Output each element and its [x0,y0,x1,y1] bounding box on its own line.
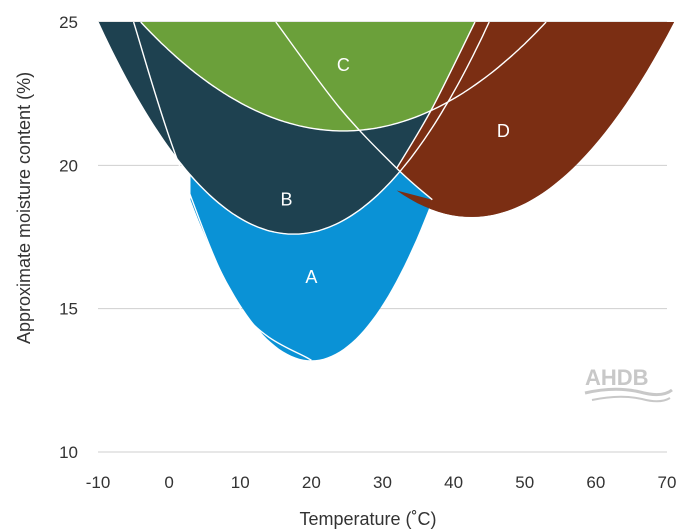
region-label-b: B [280,190,292,210]
x-tick-label: -10 [86,473,111,492]
logo-text: AHDB [585,365,649,390]
x-tick-label: 10 [231,473,250,492]
region-labels: A B C D [280,55,509,287]
x-tick-label: 0 [164,473,173,492]
boundary-line-left [132,22,312,361]
boundary-b [97,22,490,235]
x-tick-labels: -10 0 10 20 30 40 50 60 70 [86,473,677,492]
x-tick-label: 40 [444,473,463,492]
boundary-line-up [396,22,476,169]
logo-swoosh-icon [584,387,673,397]
region-a [190,127,433,361]
ahdb-logo: AHDB [584,365,673,403]
boundary-lines [97,22,547,361]
y-axis-title: Approximate moisture content (%) [14,72,34,344]
region-label-a: A [305,267,317,287]
x-tick-label: 20 [302,473,321,492]
x-tick-label: 50 [515,473,534,492]
region-label-d: D [497,121,510,141]
boundary-line-down [275,22,433,201]
boundary-c [140,22,547,132]
y-tick-label: 25 [59,13,78,32]
x-tick-label: 30 [373,473,392,492]
y-tick-label: 20 [59,156,78,175]
x-tick-label: 60 [586,473,605,492]
y-tick-label: 10 [59,443,78,462]
logo-swoosh-icon-2 [591,395,671,403]
x-axis-title: Temperature (˚C) [299,509,436,529]
x-tick-label: 70 [658,473,677,492]
regions [98,22,675,361]
region-label-c: C [337,55,350,75]
y-tick-label: 15 [59,300,78,319]
y-tick-labels: 10 15 20 25 [59,13,78,462]
